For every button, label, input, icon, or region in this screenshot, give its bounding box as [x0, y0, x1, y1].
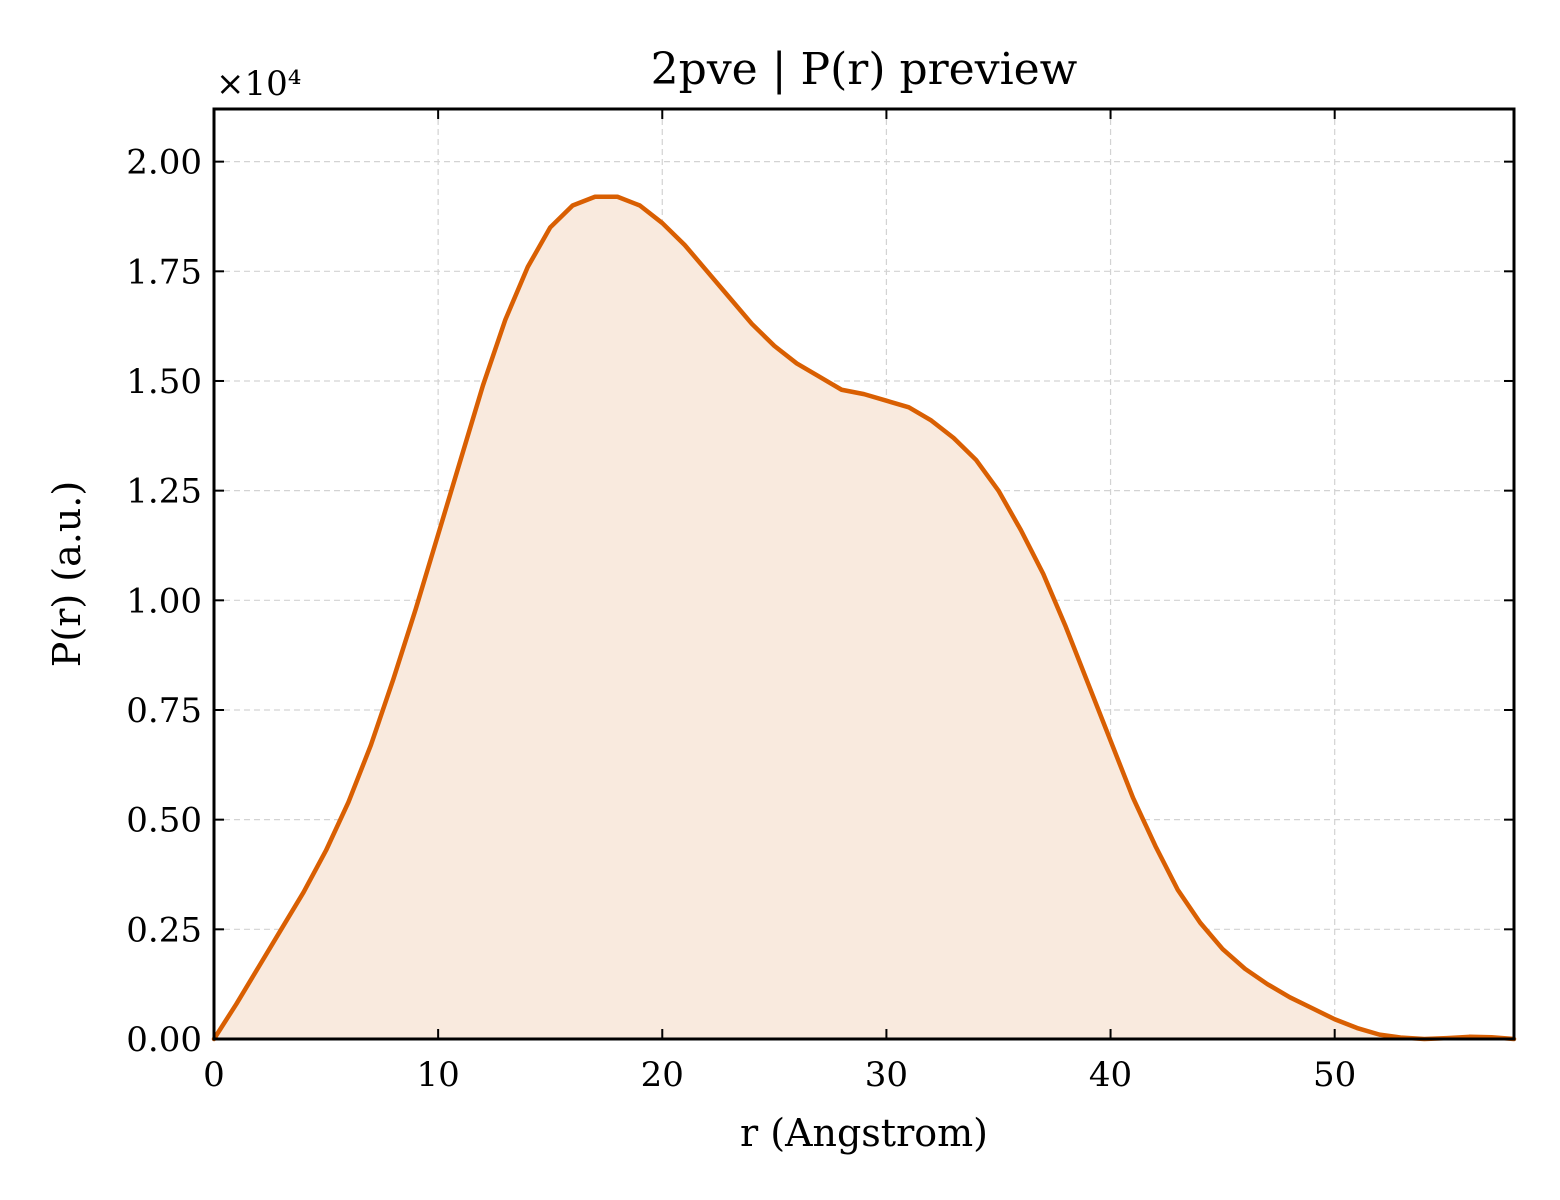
y-offset-label: ×10⁴ [216, 64, 301, 104]
y-tick-label: 0.25 [126, 910, 202, 950]
chart-title: 2pve | P(r) preview [651, 44, 1078, 95]
y-tick-label: 2.00 [126, 143, 202, 183]
x-tick-label: 30 [865, 1055, 908, 1095]
x-tick-label: 10 [417, 1055, 460, 1095]
x-tick-label: 50 [1313, 1055, 1356, 1095]
x-axis-label: r (Angstrom) [740, 1111, 988, 1155]
plot-frame [212, 107, 1516, 1041]
series-area [214, 196, 1514, 1040]
series-line [211, 194, 1517, 1042]
y-tick-label: 1.50 [126, 362, 202, 402]
series-layer [211, 194, 1517, 1042]
x-tick-label: 0 [203, 1055, 225, 1095]
y-tick-label: 1.00 [126, 581, 202, 621]
y-tick-label: 1.75 [126, 252, 202, 292]
x-tick-label: 20 [641, 1055, 684, 1095]
y-tick-label: 1.25 [126, 472, 202, 512]
axes: 0 10 20 30 40 50 0.00 0.25 0.50 0.75 1.00 1.25 1.50 1… [126, 109, 1514, 1095]
x-tick-label: 40 [1089, 1055, 1132, 1095]
y-tick-label: 0.00 [126, 1020, 202, 1060]
y-tick-label: 0.50 [126, 801, 202, 841]
y-tick-label: 0.75 [126, 691, 202, 731]
y-axis-label: P(r) (a.u.) [45, 481, 89, 667]
